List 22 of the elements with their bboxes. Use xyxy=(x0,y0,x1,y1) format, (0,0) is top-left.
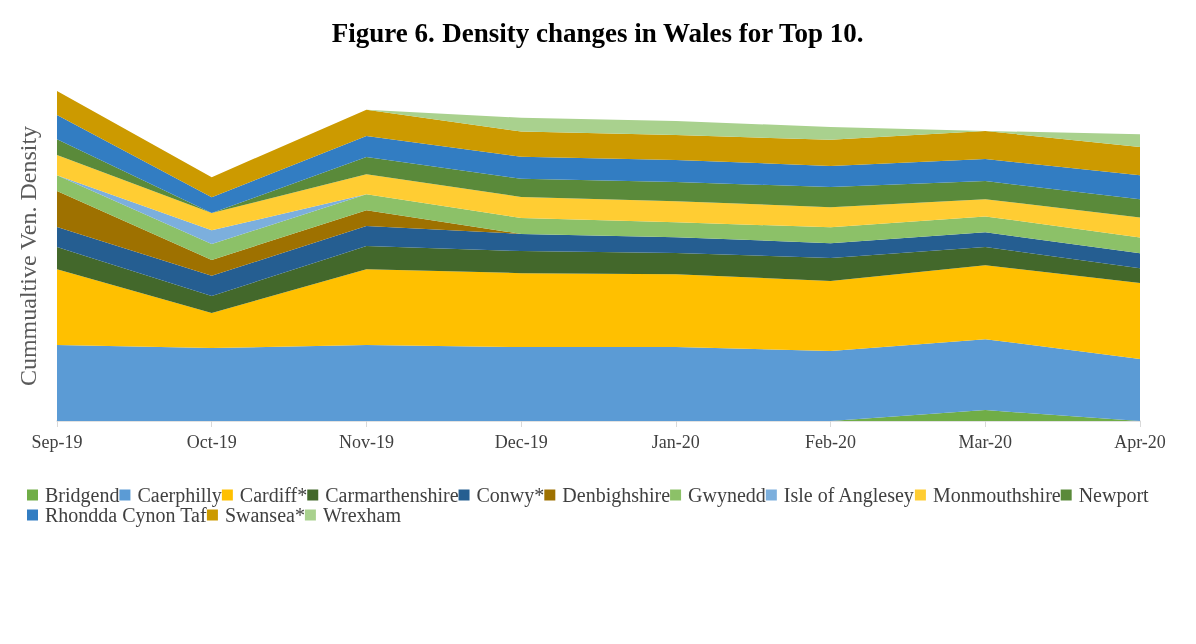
legend-label: Wrexham xyxy=(322,504,402,526)
legend-label: Denbighshire xyxy=(562,484,671,507)
legend-label: Cardiff* xyxy=(239,484,308,506)
legend-label: Monmouthshire xyxy=(932,484,1061,506)
chart-title: Figure 6. Density changes in Wales for Top 10. xyxy=(331,17,864,48)
y-axis-title: Cummualtive Ven. Density xyxy=(15,125,41,387)
x-tick-label: Oct-19 xyxy=(186,432,237,452)
legend-label: Gwynedd xyxy=(688,484,766,507)
legend-label: Newport xyxy=(1078,484,1150,507)
legend-label: Caerphilly xyxy=(137,484,222,507)
legend-label: Carmarthenshire xyxy=(325,484,459,506)
x-tick-label: Jan-20 xyxy=(651,432,700,452)
x-tick-label: Feb-20 xyxy=(805,432,857,452)
legend-label: Isle of Anglesey xyxy=(783,484,914,507)
x-tick-label: Mar-20 xyxy=(958,432,1013,452)
x-tick-label: Dec-19 xyxy=(494,432,548,452)
legend-label: Conwy* xyxy=(476,484,545,507)
x-tick-label: Sep-19 xyxy=(31,432,83,452)
legend-label: Swansea* xyxy=(224,504,305,526)
legend-label: Bridgend xyxy=(45,484,120,507)
x-tick-label: Nov-19 xyxy=(338,432,394,452)
x-tick-label: Apr-20 xyxy=(1114,432,1166,452)
